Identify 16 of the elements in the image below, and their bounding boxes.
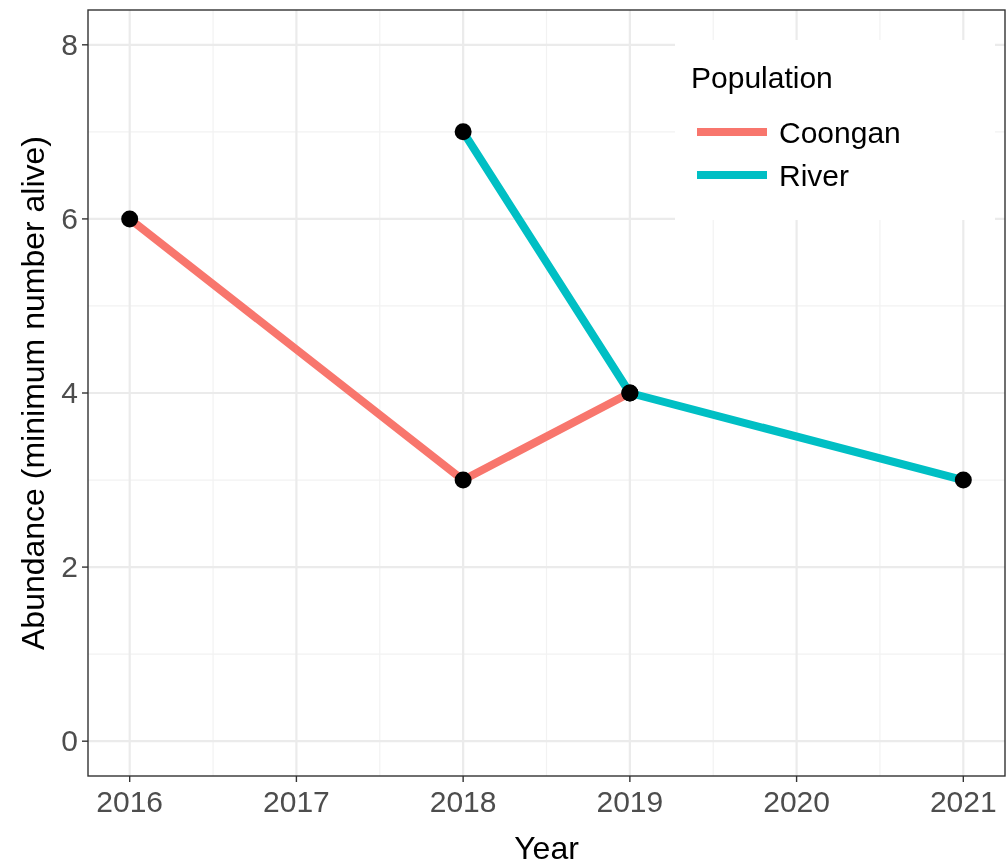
- y-tick-label: 2: [61, 550, 78, 584]
- x-tick-label: 2019: [596, 785, 664, 818]
- x-tick-label: 2020: [763, 785, 830, 818]
- legend-label: River: [779, 159, 850, 192]
- y-axis-title: Abundance (minimum number alive): [15, 136, 51, 650]
- legend-label: Coongan: [779, 116, 901, 149]
- y-tick-label: 4: [61, 376, 78, 409]
- x-tick-label: 2017: [263, 785, 330, 818]
- x-axis-title: Year: [514, 830, 580, 863]
- x-tick-label: 2021: [929, 785, 997, 818]
- x-tick-label: 2016: [96, 785, 164, 818]
- legend-title: Population: [691, 61, 833, 94]
- y-tick-label: 0: [61, 724, 78, 758]
- y-tick-label: 8: [61, 27, 78, 61]
- y-tick-label: 6: [61, 201, 78, 235]
- x-tick-label: 2018: [429, 785, 497, 818]
